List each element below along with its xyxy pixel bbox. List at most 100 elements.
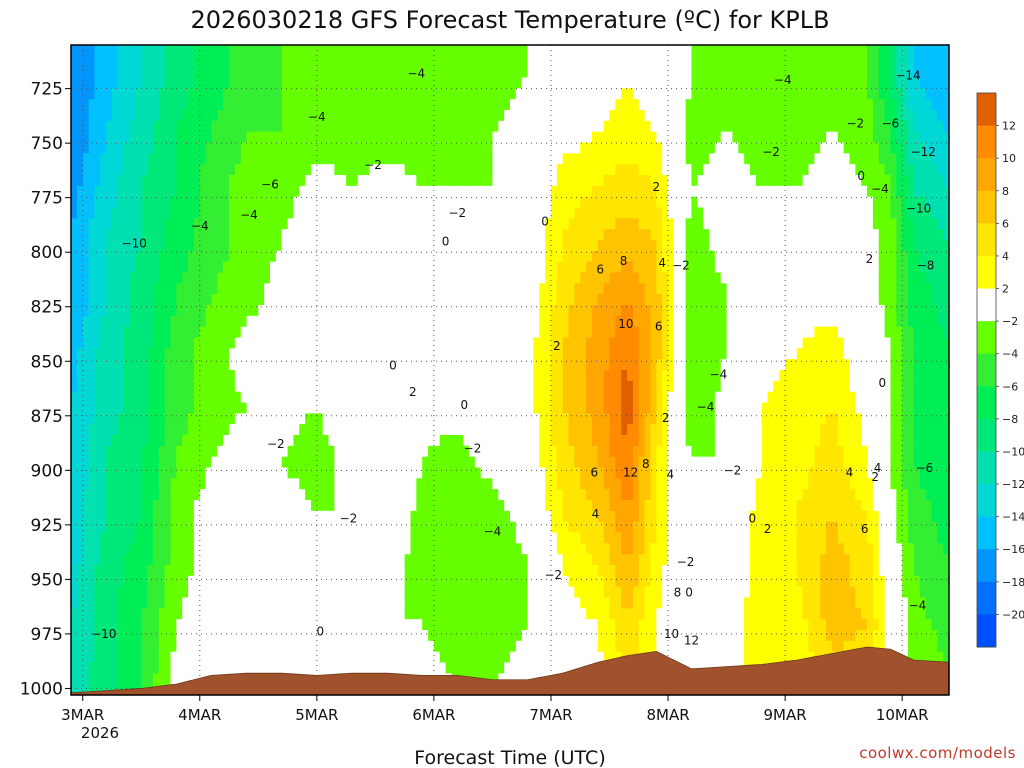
temperature-cell — [492, 207, 499, 219]
temperature-cell — [246, 359, 254, 371]
temperature-cell — [281, 640, 289, 653]
temperature-cell — [264, 315, 271, 328]
temperature-cell — [205, 240, 213, 252]
temperature-cell — [287, 99, 295, 111]
temperature-cell — [223, 640, 230, 653]
temperature-cell — [82, 684, 90, 695]
temperature-cell — [275, 229, 283, 241]
temperature-cell — [158, 153, 166, 165]
temperature-cell — [299, 500, 306, 512]
temperature-cell — [152, 510, 160, 523]
temperature-cell — [211, 315, 218, 328]
temperature-cell — [82, 153, 90, 165]
temperature-cell — [316, 164, 324, 176]
temperature-cell — [287, 608, 295, 620]
temperature-cell — [469, 55, 476, 68]
temperature-cell — [123, 478, 131, 490]
temperature-cell — [357, 153, 365, 165]
temperature-cell — [82, 565, 90, 577]
temperature-cell — [510, 554, 517, 566]
temperature-cell — [381, 370, 388, 382]
temperature-cell — [428, 489, 435, 501]
temperature-cell — [410, 543, 417, 555]
temperature-cell — [240, 261, 248, 274]
temperature-cell — [287, 575, 295, 588]
temperature-cell — [369, 175, 376, 187]
temperature-cell — [287, 435, 295, 447]
temperature-cell — [381, 435, 388, 447]
temperature-cell — [164, 88, 172, 100]
temperature-cell — [270, 619, 277, 631]
temperature-cell — [328, 630, 335, 642]
temperature-cell — [76, 651, 84, 664]
temperature-cell — [428, 380, 435, 393]
temperature-cell — [492, 99, 499, 111]
temperature-cell — [445, 337, 453, 349]
temperature-cell — [369, 55, 376, 68]
temperature-cell — [398, 478, 406, 490]
temperature-cell — [264, 45, 271, 57]
temperature-cell — [246, 543, 254, 555]
temperature-cell — [117, 196, 125, 209]
temperature-cell — [252, 88, 259, 100]
temperature-cell — [515, 662, 523, 674]
temperature-cell — [416, 445, 423, 458]
temperature-cell — [375, 207, 382, 219]
temperature-cell — [410, 532, 417, 544]
temperature-cell — [474, 543, 482, 555]
temperature-cell — [123, 110, 131, 122]
temperature-cell — [71, 435, 78, 447]
temperature-cell — [252, 608, 259, 620]
temperature-cell — [334, 207, 341, 219]
temperature-cell — [270, 651, 277, 664]
temperature-cell — [211, 218, 218, 230]
temperature-cell — [404, 424, 412, 436]
temperature-cell — [545, 326, 552, 339]
temperature-cell — [527, 370, 535, 382]
temperature-cell — [293, 294, 300, 306]
temperature-cell — [305, 597, 312, 609]
temperature-cell — [363, 250, 371, 263]
temperature-cell — [164, 110, 172, 122]
temperature-cell — [451, 261, 458, 274]
temperature-cell — [305, 283, 312, 295]
temperature-cell — [234, 359, 242, 371]
temperature-cell — [217, 651, 224, 664]
temperature-cell — [416, 435, 423, 447]
temperature-cell — [158, 294, 166, 306]
temperature-cell — [527, 597, 535, 609]
temperature-cell — [205, 370, 213, 382]
temperature-cell — [474, 294, 482, 306]
temperature-cell — [340, 294, 347, 306]
temperature-cell — [381, 164, 388, 176]
temperature-cell — [492, 88, 499, 100]
temperature-cell — [234, 630, 242, 642]
temperature-cell — [439, 175, 447, 187]
temperature-cell — [111, 435, 119, 447]
temperature-cell — [451, 283, 458, 295]
temperature-cell — [363, 424, 371, 436]
temperature-cell — [445, 489, 453, 501]
temperature-cell — [357, 445, 365, 458]
temperature-cell — [486, 619, 494, 631]
temperature-cell — [164, 467, 172, 479]
temperature-cell — [316, 326, 324, 339]
temperature-cell — [451, 565, 458, 577]
temperature-cell — [498, 575, 505, 588]
temperature-cell — [404, 380, 412, 393]
temperature-cell — [164, 673, 172, 685]
temperature-cell — [474, 326, 482, 339]
temperature-cell — [316, 359, 324, 371]
temperature-cell — [322, 185, 330, 198]
temperature-cell — [275, 196, 283, 209]
temperature-cell — [111, 185, 119, 198]
temperature-cell — [422, 315, 429, 328]
temperature-cell — [100, 240, 107, 252]
temperature-cell — [392, 586, 400, 599]
temperature-cell — [392, 359, 400, 371]
temperature-cell — [404, 489, 412, 501]
temperature-cell — [392, 597, 400, 609]
temperature-cell — [170, 196, 177, 209]
temperature-cell — [474, 45, 482, 57]
temperature-cell — [82, 207, 90, 219]
